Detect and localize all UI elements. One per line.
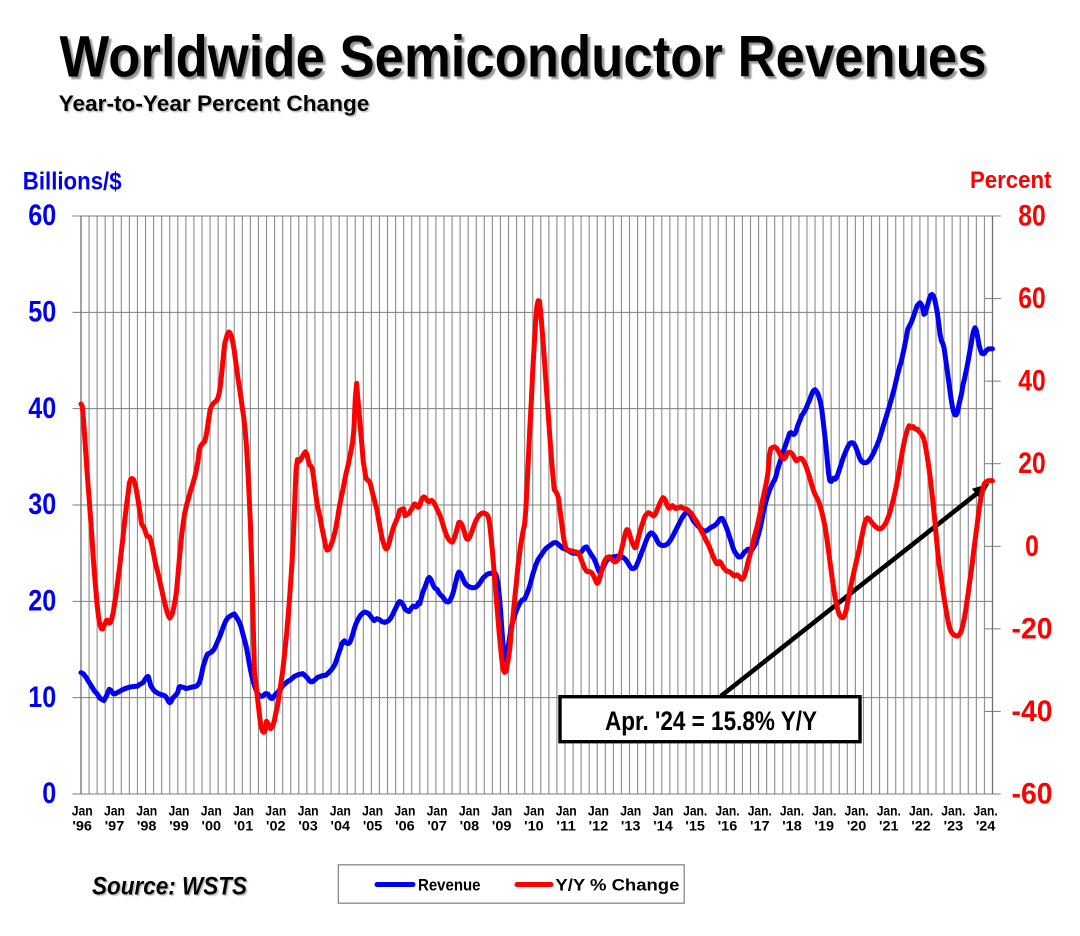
svg-text:Jan.: Jan.: [715, 804, 739, 820]
svg-text:Jan: Jan: [459, 804, 480, 820]
svg-text:Jan.: Jan.: [909, 804, 933, 820]
svg-text:20: 20: [28, 585, 56, 618]
svg-text:Jan: Jan: [201, 804, 222, 820]
svg-text:40: 40: [28, 392, 56, 425]
svg-text:60: 60: [28, 199, 56, 232]
svg-text:Jan: Jan: [491, 804, 512, 820]
svg-text:Revenue: Revenue: [418, 877, 481, 895]
svg-text:'05: '05: [363, 819, 383, 835]
svg-text:Jan: Jan: [523, 804, 544, 820]
svg-text:Jan: Jan: [104, 804, 125, 820]
svg-text:50: 50: [28, 296, 56, 329]
svg-text:Jan: Jan: [394, 804, 415, 820]
svg-text:'14: '14: [653, 819, 673, 835]
svg-text:'98: '98: [137, 819, 157, 835]
svg-text:Source: WSTS: Source: WSTS: [92, 873, 247, 901]
svg-text:'11: '11: [556, 819, 576, 835]
svg-text:80: 80: [1018, 200, 1046, 233]
svg-text:'12: '12: [589, 819, 609, 835]
svg-text:'02: '02: [266, 819, 286, 835]
svg-text:Jan: Jan: [620, 804, 641, 820]
svg-text:Jan: Jan: [427, 804, 448, 820]
svg-text:Jan.: Jan.: [812, 804, 836, 820]
svg-text:60: 60: [1018, 282, 1046, 315]
svg-text:'96: '96: [72, 819, 92, 835]
svg-text:'17: '17: [750, 819, 770, 835]
svg-text:20: 20: [1018, 447, 1046, 480]
svg-text:Percent: Percent: [970, 167, 1051, 194]
svg-text:Jan: Jan: [265, 804, 286, 820]
svg-text:'99: '99: [169, 819, 189, 835]
svg-text:10: 10: [28, 681, 56, 714]
svg-text:'22: '22: [911, 819, 931, 835]
svg-text:'00: '00: [202, 819, 222, 835]
svg-text:'19: '19: [815, 819, 835, 835]
svg-text:'97: '97: [105, 819, 125, 835]
svg-text:Jan: Jan: [298, 804, 319, 820]
svg-text:'18: '18: [782, 819, 802, 835]
svg-text:Apr. '24 = 15.8% Y/Y: Apr. '24 = 15.8% Y/Y: [605, 706, 817, 736]
svg-text:-40: -40: [1012, 695, 1053, 728]
svg-text:Year-to-Year Percent Change: Year-to-Year Percent Change: [59, 91, 370, 116]
svg-text:'21: '21: [879, 819, 899, 835]
svg-text:Jan: Jan: [653, 804, 674, 820]
svg-text:Y/Y % Change: Y/Y % Change: [555, 877, 679, 895]
svg-text:Jan: Jan: [169, 804, 190, 820]
svg-text:Jan: Jan: [330, 804, 351, 820]
svg-text:'04: '04: [331, 819, 351, 835]
svg-text:30: 30: [28, 488, 56, 521]
svg-text:Jan: Jan: [233, 804, 254, 820]
svg-text:'23: '23: [944, 819, 964, 835]
svg-text:Jan.: Jan.: [845, 804, 869, 820]
svg-text:'07: '07: [427, 819, 447, 835]
svg-text:-60: -60: [1012, 778, 1053, 811]
svg-text:-20: -20: [1012, 612, 1053, 645]
svg-text:Jan: Jan: [136, 804, 157, 820]
svg-text:Jan.: Jan.: [748, 804, 772, 820]
svg-text:'24: '24: [976, 819, 996, 835]
svg-text:Jan.: Jan.: [941, 804, 965, 820]
svg-text:Jan: Jan: [556, 804, 577, 820]
svg-text:Worldwide Semiconductor Revenu: Worldwide Semiconductor Revenues: [60, 25, 987, 90]
svg-text:'06: '06: [395, 819, 415, 835]
svg-text:Jan: Jan: [362, 804, 383, 820]
svg-text:'16: '16: [718, 819, 738, 835]
svg-text:'08: '08: [460, 819, 480, 835]
svg-text:'15: '15: [685, 819, 705, 835]
svg-text:Jan: Jan: [588, 804, 609, 820]
svg-text:0: 0: [42, 777, 56, 810]
svg-text:Jan.: Jan.: [877, 804, 901, 820]
svg-text:'13: '13: [621, 819, 641, 835]
svg-text:'03: '03: [298, 819, 318, 835]
svg-text:'09: '09: [492, 819, 512, 835]
svg-text:'01: '01: [234, 819, 254, 835]
svg-text:Jan.: Jan.: [974, 804, 998, 820]
svg-text:'20: '20: [847, 819, 867, 835]
svg-text:Jan.: Jan.: [683, 804, 707, 820]
svg-text:Jan.: Jan.: [780, 804, 804, 820]
svg-text:40: 40: [1018, 365, 1046, 398]
svg-text:Billions/$: Billions/$: [23, 167, 122, 195]
svg-text:'10: '10: [524, 819, 544, 835]
svg-text:0: 0: [1025, 530, 1039, 563]
svg-text:Jan: Jan: [72, 804, 93, 820]
